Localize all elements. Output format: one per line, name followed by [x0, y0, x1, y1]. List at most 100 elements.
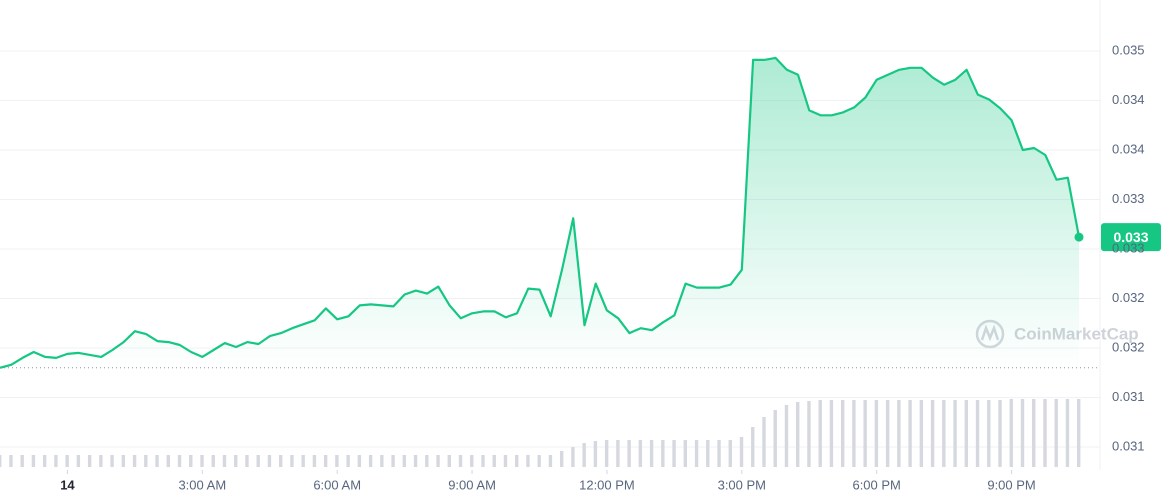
volume-bar: [1032, 399, 1036, 467]
volume-bar: [234, 455, 238, 467]
current-price-badge: [1101, 223, 1161, 252]
y-tick-label: 0.034: [1112, 92, 1145, 107]
volume-bar: [177, 455, 182, 467]
volume-bar: [897, 400, 901, 467]
volume-bar: [335, 455, 339, 467]
price-line: [0, 56, 1081, 369]
volume-bar: [200, 455, 204, 467]
volume-bar: [9, 455, 13, 467]
volume-bar: [132, 455, 137, 467]
volume-bar: [649, 440, 654, 467]
volume-bar: [751, 427, 755, 467]
x-tick-label: 6:00 PM: [852, 477, 900, 492]
volume-bar: [515, 455, 519, 467]
volume-bar: [616, 440, 620, 467]
volume-bar: [964, 400, 969, 467]
volume-bar: [807, 401, 811, 467]
volume-bar: [559, 451, 564, 467]
volume-bar: [121, 455, 126, 467]
volume-bar: [942, 400, 946, 467]
volume-bar: [290, 455, 294, 467]
volume-bar: [458, 455, 463, 467]
volume-bar: [425, 455, 429, 467]
volume-bar: [323, 455, 328, 467]
volume-bar: [638, 440, 643, 467]
volume-bar: [975, 400, 980, 467]
y-tick-label: 0.033: [1112, 240, 1145, 255]
y-tick-label: 0.033: [1112, 191, 1145, 206]
volume-bar: [189, 455, 193, 467]
volume-bar: [492, 455, 496, 467]
volume-bar: [739, 437, 744, 467]
y-tick-label: 0.031: [1112, 389, 1145, 404]
x-tick-label: 14: [60, 477, 75, 492]
volume-bar: [155, 455, 159, 467]
volume-bar: [526, 455, 530, 467]
volume-bar: [953, 400, 957, 467]
y-tick-label: 0.031: [1112, 438, 1145, 453]
volume-bar: [863, 400, 867, 467]
volume-bar: [537, 455, 541, 467]
volume-bar: [76, 455, 81, 467]
volume-bar: [1043, 399, 1047, 467]
volume-bar: [840, 400, 845, 467]
volume-bar: [582, 443, 586, 467]
volume-bar: [548, 455, 553, 467]
volume-bar: [20, 455, 24, 467]
volume-bar: [402, 455, 407, 467]
volume-bar: [852, 400, 856, 467]
volume-bar: [256, 455, 260, 467]
current-price-label: 0.033: [1113, 229, 1148, 245]
volume-bar: [1054, 399, 1058, 467]
volume-bar: [908, 400, 912, 467]
volume-bar: [357, 455, 362, 467]
x-tick-label: 9:00 PM: [987, 477, 1035, 492]
volume-bar: [885, 400, 890, 467]
x-tick-label: 6:00 AM: [313, 477, 361, 492]
x-tick-label: 12:00 PM: [579, 477, 635, 492]
volume-bar: [762, 417, 766, 467]
volume-bar: [391, 455, 395, 467]
volume-bar: [166, 455, 170, 467]
volume-bar: [312, 455, 317, 467]
volume-bar: [267, 455, 272, 467]
volume-bar: [784, 405, 789, 467]
volume-bar: [919, 400, 924, 467]
volume-bar: [706, 440, 710, 467]
volume-bar: [99, 455, 103, 467]
volume-bar: [245, 455, 249, 467]
y-tick-label: 0.032: [1112, 339, 1145, 354]
volume-bar: [110, 455, 114, 467]
volume-bar: [717, 440, 721, 467]
volume-bar: [672, 440, 676, 467]
volume-bar: [503, 455, 508, 467]
volume-bar: [1009, 399, 1013, 467]
volume-bar: [987, 400, 991, 467]
volume-bar: [222, 455, 227, 467]
volume-bar: [773, 410, 777, 467]
y-tick-label: 0.034: [1112, 141, 1145, 156]
volume-bar: [604, 440, 609, 467]
volume-bar: [436, 455, 440, 467]
volume-bar: [447, 455, 451, 467]
volume-bar: [380, 455, 384, 467]
volume-bar: [930, 400, 935, 467]
price-area: [0, 57, 1079, 368]
volume-bar: [65, 455, 69, 467]
volume-bar: [796, 402, 800, 467]
volume-bar: [1065, 399, 1070, 467]
volume-bar: [0, 455, 2, 467]
volume-bar: [998, 400, 1002, 467]
y-tick-label: 0.035: [1112, 42, 1145, 57]
volume-bar: [829, 400, 834, 467]
volume-bar: [481, 455, 485, 467]
volume-bar: [683, 440, 688, 467]
volume-bar: [368, 455, 373, 467]
volume-bar: [31, 455, 36, 467]
volume-bar: [661, 440, 665, 467]
volume-bar: [627, 440, 631, 467]
volume-bar: [1020, 399, 1025, 467]
x-tick-label: 3:00 PM: [718, 477, 766, 492]
volume-bar: [54, 455, 58, 467]
